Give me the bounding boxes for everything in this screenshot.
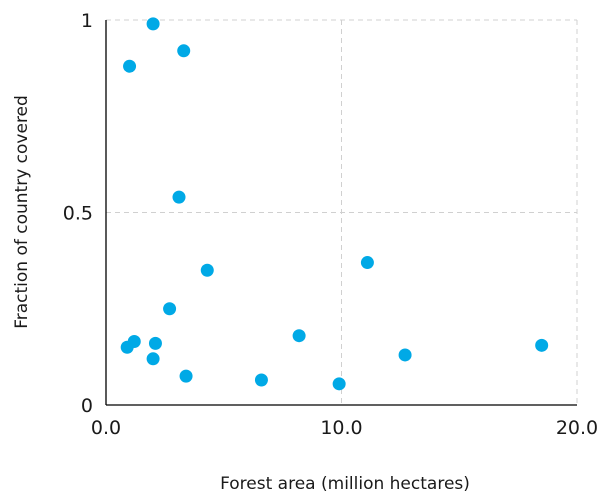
data-point [123, 59, 137, 73]
data-point [120, 340, 134, 354]
data-point [163, 302, 177, 316]
tick-labels: 0.0 10.0 20.0 0 0.5 1 [63, 10, 598, 439]
data-point [360, 256, 374, 270]
x-axis-title: Forest area (million hectares) [220, 474, 470, 494]
axes [105, 20, 577, 406]
data-point [332, 377, 346, 391]
data-point [146, 17, 160, 31]
data-point [148, 336, 162, 350]
x-tick-label: 10.0 [320, 417, 362, 439]
data-point [177, 44, 191, 58]
data-point [179, 369, 193, 383]
y-tick-label: 0 [81, 395, 93, 417]
data-point [200, 263, 214, 277]
data-point [535, 338, 549, 352]
y-tick-label: 0.5 [63, 203, 93, 225]
gridlines [106, 19, 578, 405]
data-point [292, 329, 306, 343]
data-points [120, 17, 549, 391]
data-point [172, 190, 186, 204]
data-point [398, 348, 412, 362]
data-point [254, 373, 268, 387]
x-tick-label: 0.0 [91, 417, 121, 439]
x-tick-label: 20.0 [556, 417, 598, 439]
data-point [146, 352, 160, 366]
y-tick-label: 1 [81, 10, 93, 32]
y-axis-title: Fraction of country covered [12, 95, 32, 329]
